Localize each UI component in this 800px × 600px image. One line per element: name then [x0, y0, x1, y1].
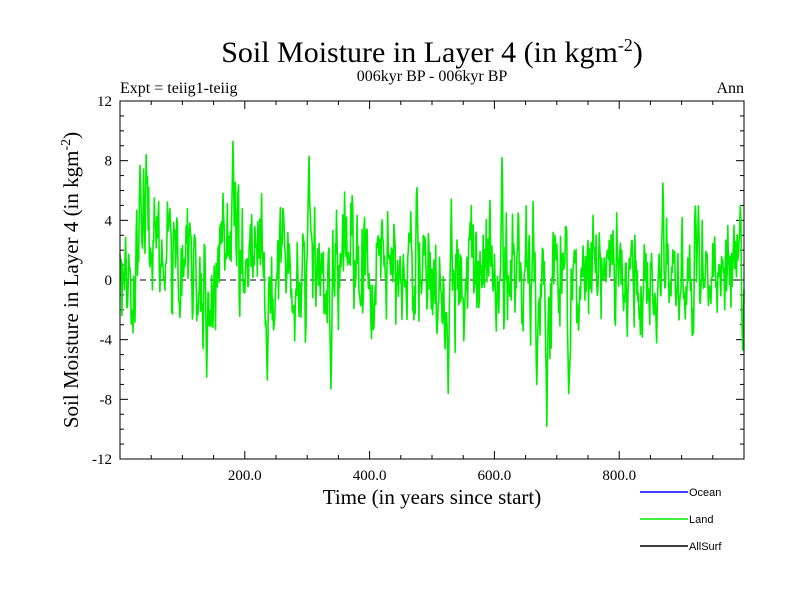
y-axis-label-main: Soil Moisture in Layer 4 (in kgm	[59, 151, 83, 429]
chart-title-sup: -2	[618, 35, 633, 55]
x-tick-label: 200.0	[228, 468, 262, 484]
y-axis-label: Soil Moisture in Layer 4 (in kgm-2)	[59, 132, 83, 428]
plot-area: -12 -8 -4 0 4 8 12 200.0 400.0 600.0 800.0	[92, 94, 745, 484]
legend-label-land: Land	[689, 514, 713, 526]
y-tick-label: 0	[105, 273, 113, 289]
chart-title: Soil Moisture in Layer 4 (in kgm-2)	[221, 35, 643, 69]
x-axis-label: Time (in years since start)	[323, 485, 542, 509]
x-tick-label: 600.0	[478, 468, 512, 484]
subtitle-right: Ann	[716, 80, 744, 97]
chart-title-main: Soil Moisture in Layer 4 (in kgm	[221, 36, 618, 69]
y-tick-label: -4	[100, 333, 113, 349]
plot-frame	[119, 100, 745, 460]
y-tick-label: -8	[100, 392, 113, 408]
series-line-land	[119, 140, 745, 428]
subtitle-center: 006kyr BP - 006kyr BP	[357, 68, 508, 85]
x-tick-label: 400.0	[353, 468, 387, 484]
y-axis-label-sup: -2	[59, 139, 74, 151]
series-group	[119, 140, 745, 428]
legend-label-allsurf: AllSurf	[689, 541, 722, 553]
y-tick-label: 4	[105, 213, 113, 229]
legend: Ocean Land AllSurf	[640, 487, 722, 553]
y-tick-label: 8	[105, 154, 113, 170]
legend-label-ocean: Ocean	[689, 487, 721, 499]
x-tick-label: 800.0	[602, 468, 636, 484]
y-axis-label-end: )	[59, 132, 83, 139]
chart-title-end: )	[633, 36, 643, 69]
y-tick-label: -12	[92, 452, 112, 468]
subtitle-left: Expt = teiig1-teiig	[120, 80, 237, 97]
y-tick-label: 12	[97, 94, 112, 110]
